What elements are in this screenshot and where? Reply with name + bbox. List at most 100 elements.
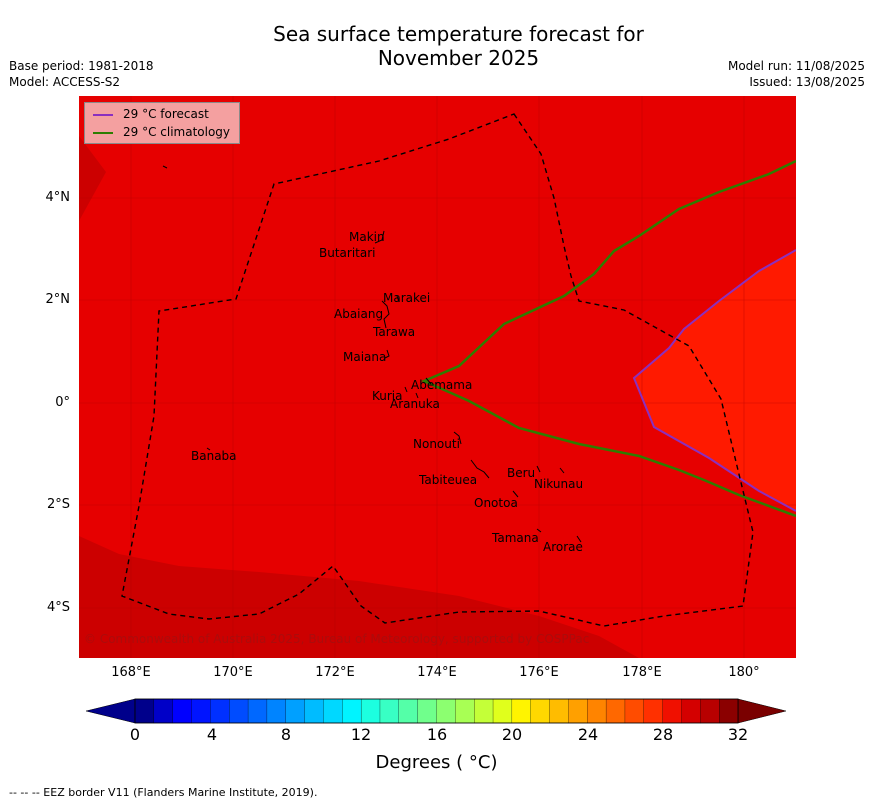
lat-tick-4s: 4°S xyxy=(46,600,70,615)
colorbar-bin xyxy=(229,698,249,724)
colorbar-bin xyxy=(681,698,701,724)
place-nonouti: Nonouti xyxy=(413,437,460,451)
colorbar-bin xyxy=(492,698,513,724)
colorbar-bin xyxy=(719,698,739,724)
place-makin: Makin xyxy=(349,230,385,244)
colorbar-under-arrow xyxy=(86,698,136,724)
colorbar-bin xyxy=(568,698,588,724)
colorbar-bin xyxy=(379,698,400,724)
colorbar-label-4: 4 xyxy=(206,725,218,744)
place-aranuka: Aranuka xyxy=(390,397,440,411)
colorbar-bin xyxy=(360,698,381,724)
colorbar-label-28: 28 xyxy=(652,725,674,744)
eez-border xyxy=(121,113,754,627)
lat-tick-0: 0° xyxy=(55,395,70,410)
lon-tick-178e: 178°E xyxy=(622,665,662,680)
sst-map-svg xyxy=(79,96,796,658)
place-marakei: Marakei xyxy=(383,291,431,305)
place-tamana: Tamana xyxy=(492,531,539,545)
colorbar-bin xyxy=(266,698,287,724)
issued-date: Issued: 13/08/2025 xyxy=(749,75,865,89)
colorbar-label-12: 12 xyxy=(350,725,372,744)
lon-tick-176e: 176°E xyxy=(519,665,559,680)
meta-right: Model run: 11/08/2025 Issued: 13/08/2025 xyxy=(728,58,865,90)
colorbar-bin xyxy=(285,698,306,724)
island-outlines xyxy=(162,165,582,543)
place-tarawa: Tarawa xyxy=(373,325,416,339)
colorbar-label-32: 32 xyxy=(727,725,749,744)
meta-left: Base period: 1981-2018 Model: ACCESS-S2 xyxy=(9,58,154,90)
place-butaritari: Butaritari xyxy=(319,246,376,260)
colorbar-bin xyxy=(342,698,362,724)
colorbar-bin xyxy=(304,698,324,724)
sea-area-cool-south xyxy=(79,536,639,658)
colorbar-bin xyxy=(700,698,720,724)
colorbar-label-16: 16 xyxy=(426,725,448,744)
place-onotoa: Onotoa xyxy=(474,496,518,510)
climatology-29c-contour xyxy=(420,159,796,518)
place-arorae: Arorae xyxy=(543,540,583,554)
climatology-line-swatch xyxy=(93,131,113,134)
colorbar-label-0: 0 xyxy=(129,725,141,744)
lat-tick-2s: 2°S xyxy=(46,497,70,512)
title-line-1: Sea surface temperature forecast for xyxy=(273,22,644,46)
lat-tick-4n: 4°N xyxy=(45,190,71,205)
forecast-line-swatch xyxy=(93,113,113,116)
colorbar-bin xyxy=(511,698,532,724)
copyright-notice: © Commonwealth of Australia 2025, Bureau… xyxy=(84,632,590,646)
colorbar-frame xyxy=(134,698,739,724)
model-run: Model run: 11/08/2025 xyxy=(727,59,865,73)
colorbar-bin xyxy=(643,698,664,724)
place-abemama: Abemama xyxy=(411,378,473,392)
colorbar-bin xyxy=(417,698,437,724)
sea-area-warm-east xyxy=(634,250,796,511)
lon-tick-180: 180° xyxy=(728,665,760,680)
base-period: Base period: 1981-2018 xyxy=(9,59,154,73)
colorbar-bin xyxy=(605,698,626,724)
colorbar-bins xyxy=(134,698,739,724)
colorbar-bin xyxy=(191,698,211,724)
sea-area-cool-nw xyxy=(79,136,106,221)
sst-map xyxy=(79,96,796,658)
legend-climatology: 29 °C climatology xyxy=(93,124,230,140)
colorbar-bin xyxy=(134,698,155,724)
legend-climatology-label: 29 °C climatology xyxy=(123,125,231,139)
place-tabiteuea: Tabiteuea xyxy=(419,473,478,487)
title-line-2: November 2025 xyxy=(377,46,540,70)
lon-tick-174e: 174°E xyxy=(417,665,457,680)
place-maiana: Maiana xyxy=(343,350,387,364)
colorbar-title: Degrees ( °C) xyxy=(375,752,498,773)
colorbar-over-arrow xyxy=(737,698,787,724)
colorbar-bin xyxy=(549,698,569,724)
place-beru: Beru xyxy=(507,466,536,480)
colorbar-bin xyxy=(587,698,607,724)
place-abaiang: Abaiang xyxy=(334,307,384,321)
colorbar-label-8: 8 xyxy=(280,725,292,744)
colorbar-bin xyxy=(436,698,456,724)
colorbar-bin xyxy=(455,698,475,724)
lat-tick-2n: 2°N xyxy=(45,292,71,307)
colorbar-bin xyxy=(153,698,174,724)
colorbar-bin xyxy=(474,698,494,724)
place-nikunau: Nikunau xyxy=(534,477,584,491)
colorbar-label-24: 24 xyxy=(577,725,599,744)
place-kuria: Kuria xyxy=(372,389,403,403)
colorbar-bin xyxy=(662,698,682,724)
colorbar-bin xyxy=(247,698,268,724)
eez-footnote: -- -- -- EEZ border V11 (Flanders Marine… xyxy=(9,786,318,799)
lon-tick-170e: 170°E xyxy=(213,665,253,680)
forecast-29c-contour xyxy=(632,249,796,512)
place-banaba: Banaba xyxy=(191,449,237,463)
colorbar-bin xyxy=(172,698,192,724)
colorbar-bin xyxy=(624,698,645,724)
lon-tick-172e: 172°E xyxy=(315,665,355,680)
model-name: Model: ACCESS-S2 xyxy=(9,75,121,89)
graticule xyxy=(79,96,796,658)
legend-forecast-label: 29 °C forecast xyxy=(123,107,209,121)
lon-tick-168e: 168°E xyxy=(111,665,151,680)
colorbar xyxy=(86,698,787,724)
colorbar-bin xyxy=(323,698,343,724)
colorbar-bin xyxy=(210,698,230,724)
chart-title: Sea surface temperature forecast for Nov… xyxy=(0,22,873,70)
legend: 29 °C forecast 29 °C climatology xyxy=(84,102,240,144)
